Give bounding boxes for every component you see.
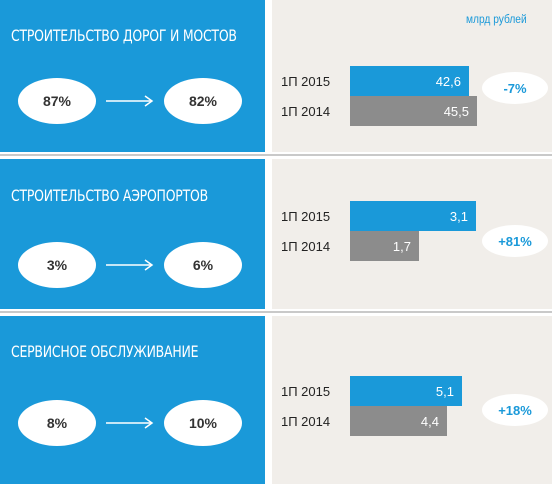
segment-title: СЕРВИСНОЕ ОБСЛУЖИВАНИЕ: [11, 342, 199, 361]
segment-title: СТРОИТЕЛЬСТВО АЭРОПОРТОВ: [11, 186, 208, 205]
bar-2015: 5,1: [350, 376, 462, 406]
bar-2015: 42,6: [350, 66, 469, 96]
change-badge: +81%: [482, 225, 548, 257]
period-label: 1П 2015: [281, 208, 331, 224]
period-label: 1П 2014: [281, 103, 331, 119]
unit-label: млрд рублей: [466, 12, 527, 26]
share-to-ellipse: 10%: [164, 400, 242, 446]
segment-row: СТРОИТЕЛЬСТВО АЭРОПОРТОВ 3% 6% 1П 2015 3,1 1П…: [0, 159, 552, 309]
row-separator: [0, 154, 552, 156]
period-label: 1П 2014: [281, 238, 331, 254]
segment-row: СТРОИТЕЛЬСТВО ДОРОГ И МОСТОВ 87% 82% 1П 201…: [0, 0, 552, 152]
change-badge: -7%: [482, 72, 548, 104]
share-to-ellipse: 82%: [164, 78, 242, 124]
period-label: 1П 2015: [281, 383, 331, 399]
share-from-ellipse: 87%: [18, 78, 96, 124]
share-from-ellipse: 8%: [18, 400, 96, 446]
row-separator: [0, 311, 552, 313]
share-to-ellipse: 6%: [164, 242, 242, 288]
bar-2014: 45,5: [350, 96, 477, 126]
arrow-right-icon: [106, 417, 154, 429]
change-badge: +18%: [482, 394, 548, 426]
bar-2015: 3,1: [350, 201, 476, 231]
period-label: 1П 2014: [281, 413, 331, 429]
share-from-ellipse: 3%: [18, 242, 96, 288]
bar-2014: 4,4: [350, 406, 447, 436]
period-label: 1П 2015: [281, 73, 331, 89]
segment-left-panel: [0, 159, 265, 309]
segment-row: СЕРВИСНОЕ ОБСЛУЖИВАНИЕ 8% 10% 1П 2015 5,1 1П …: [0, 316, 552, 484]
segment-left-panel: [0, 0, 265, 152]
segment-title: СТРОИТЕЛЬСТВО ДОРОГ И МОСТОВ: [11, 26, 237, 45]
segment-left-panel: [0, 316, 265, 484]
arrow-right-icon: [106, 259, 154, 271]
bar-2014: 1,7: [350, 231, 419, 261]
arrow-right-icon: [106, 95, 154, 107]
